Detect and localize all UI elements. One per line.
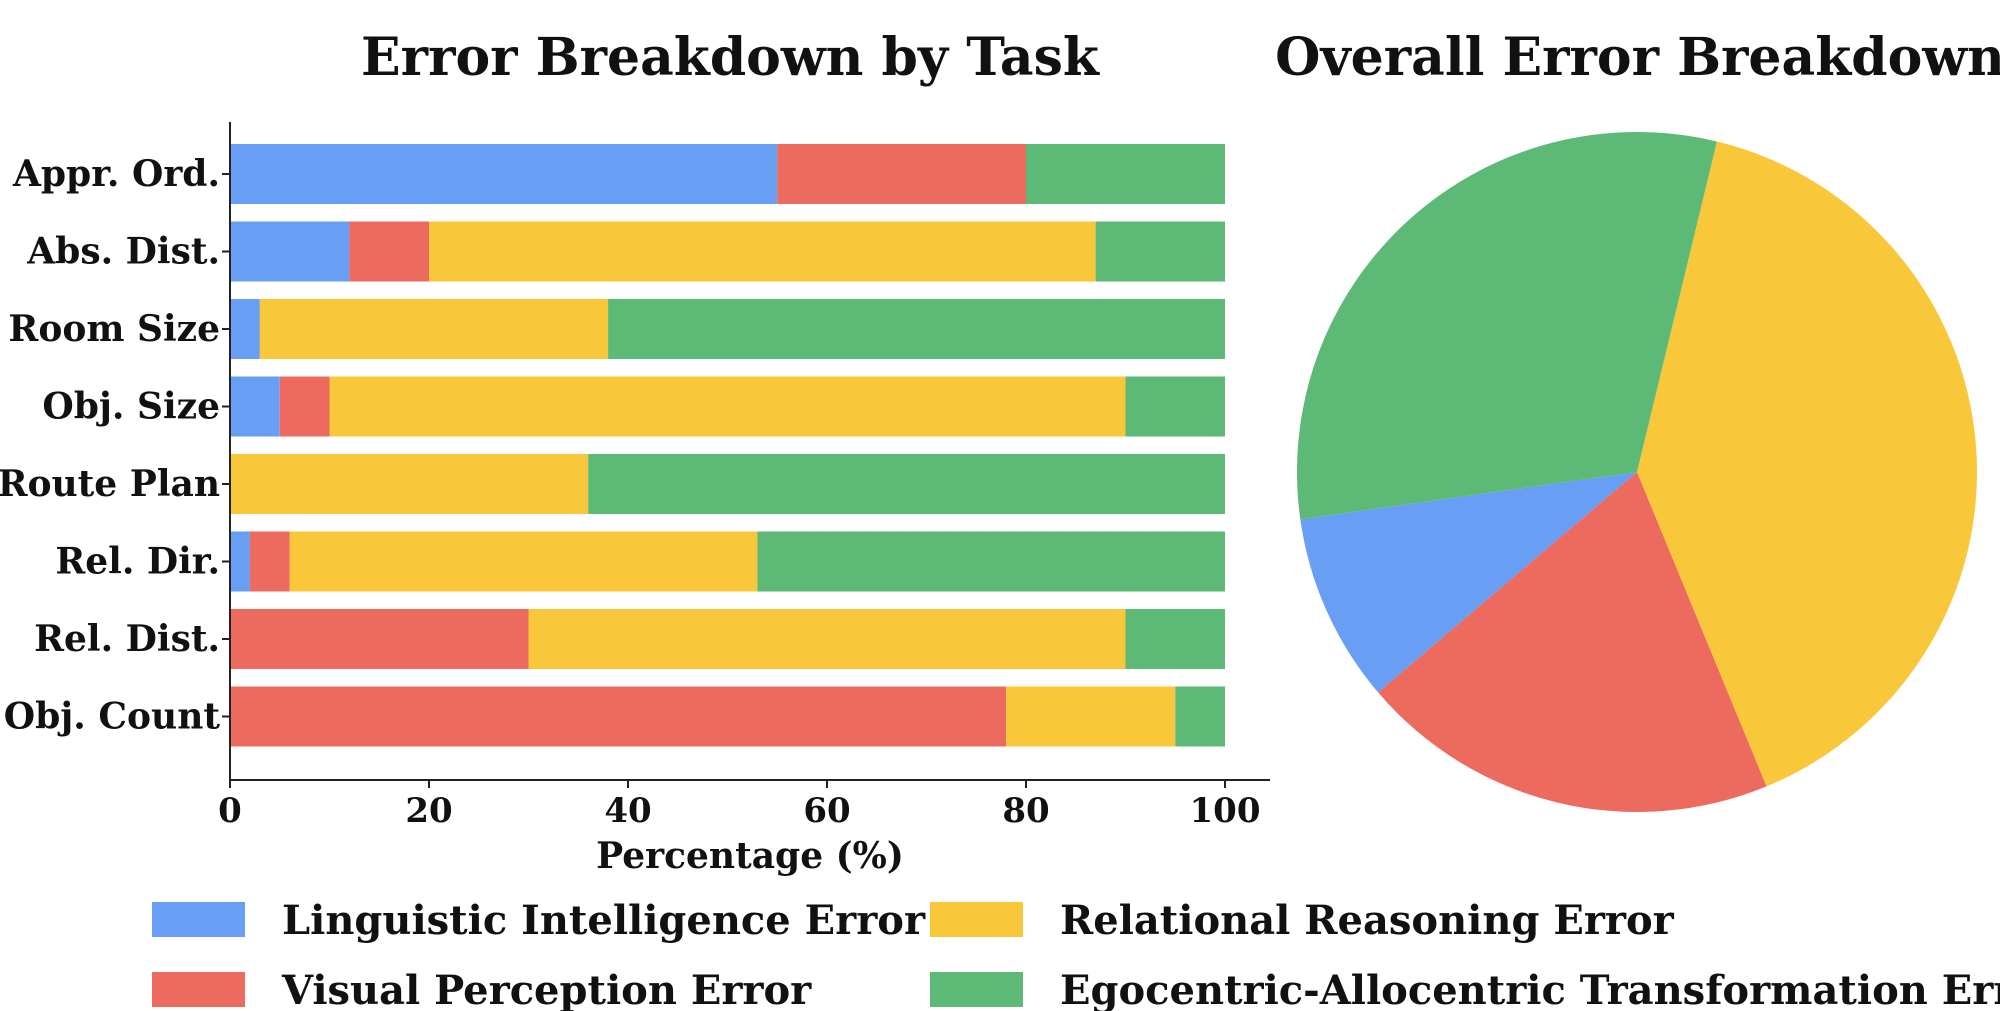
bar-segment-egocentric <box>1175 686 1225 747</box>
x-tick-label: 60 <box>803 791 850 831</box>
y-tick-label: Rel. Dist. <box>34 618 220 660</box>
bar-chart-title: Error Breakdown by Task <box>361 27 1100 88</box>
x-axis-ticks: 0 20 40 60 80 100 <box>218 780 1260 831</box>
bar-segment-relational <box>1006 686 1176 747</box>
x-tick-label: 80 <box>1002 791 1049 831</box>
y-tick-label: Room Size <box>8 308 220 350</box>
pie-slice-relational <box>1637 141 1977 787</box>
legend-swatch-relational <box>930 902 1023 937</box>
bar-segment-egocentric <box>1125 376 1225 437</box>
y-tick-label: Obj. Count <box>4 696 221 738</box>
x-tick-label: 0 <box>218 791 242 831</box>
bar-segment-relational <box>259 299 609 359</box>
bar-segment-relational <box>528 609 1126 669</box>
bar-segment-egocentric <box>608 299 1225 359</box>
x-tick-label: 40 <box>604 791 651 831</box>
legend-label-linguistic: Linguistic Intelligence Error <box>282 897 926 944</box>
bar-segment-relational <box>329 376 1126 437</box>
y-tick-label: Obj. Size <box>42 386 220 428</box>
bar-segment-linguistic <box>230 221 350 282</box>
bar-segment-linguistic <box>230 531 250 592</box>
bar-segment-visual <box>349 221 429 282</box>
bar-segment-visual <box>279 376 330 437</box>
pie-chart-title: Overall Error Breakdown <box>1275 27 2000 88</box>
y-tick-label: Appr. Ord. <box>12 153 220 195</box>
bar-segment-linguistic <box>230 144 778 204</box>
bar-segment-linguistic <box>230 376 280 437</box>
legend: Linguistic Intelligence Error Relational… <box>152 897 2000 1011</box>
legend-label-egocentric: Egocentric-Allocentric Transformation Er… <box>1060 967 2000 1011</box>
pie-slice-visual <box>1378 472 1767 812</box>
y-tick-label: Rel. Dir. <box>55 541 220 583</box>
pie-chart <box>1296 132 1977 812</box>
legend-swatch-egocentric <box>930 972 1023 1007</box>
bar-segment-relational <box>289 531 758 592</box>
bar-segment-visual <box>777 144 1026 204</box>
bar-segment-visual <box>230 609 529 669</box>
y-tick-label: Abs. Dist. <box>26 231 220 273</box>
bar-segment-egocentric <box>757 531 1225 592</box>
bar-segment-egocentric <box>1125 609 1225 669</box>
x-axis-label: Percentage (%) <box>596 835 904 877</box>
bar-segment-relational <box>429 221 1096 282</box>
pie-slice-egocentric <box>1296 132 1717 520</box>
x-tick-label: 20 <box>405 791 452 831</box>
bar-segment-linguistic <box>230 299 260 359</box>
stacked-bar-chart: Appr. Ord. Abs. Dist. Room Size Obj. Size Ro… <box>0 144 1225 747</box>
x-tick-label: 100 <box>1190 791 1261 831</box>
pie-slice-linguistic <box>1300 472 1637 693</box>
y-tick-label: Route Plan <box>0 463 220 505</box>
bar-segment-egocentric <box>588 454 1225 514</box>
bar-segment-relational <box>230 454 589 514</box>
bar-segment-egocentric <box>1026 144 1225 204</box>
bar-segment-visual <box>249 531 290 592</box>
bar-segment-egocentric <box>1095 221 1225 282</box>
legend-label-relational: Relational Reasoning Error <box>1060 897 1675 944</box>
legend-swatch-linguistic <box>152 902 245 937</box>
legend-swatch-visual <box>152 972 245 1007</box>
bar-segment-visual <box>230 686 1007 747</box>
legend-label-visual: Visual Perception Error <box>281 967 812 1011</box>
